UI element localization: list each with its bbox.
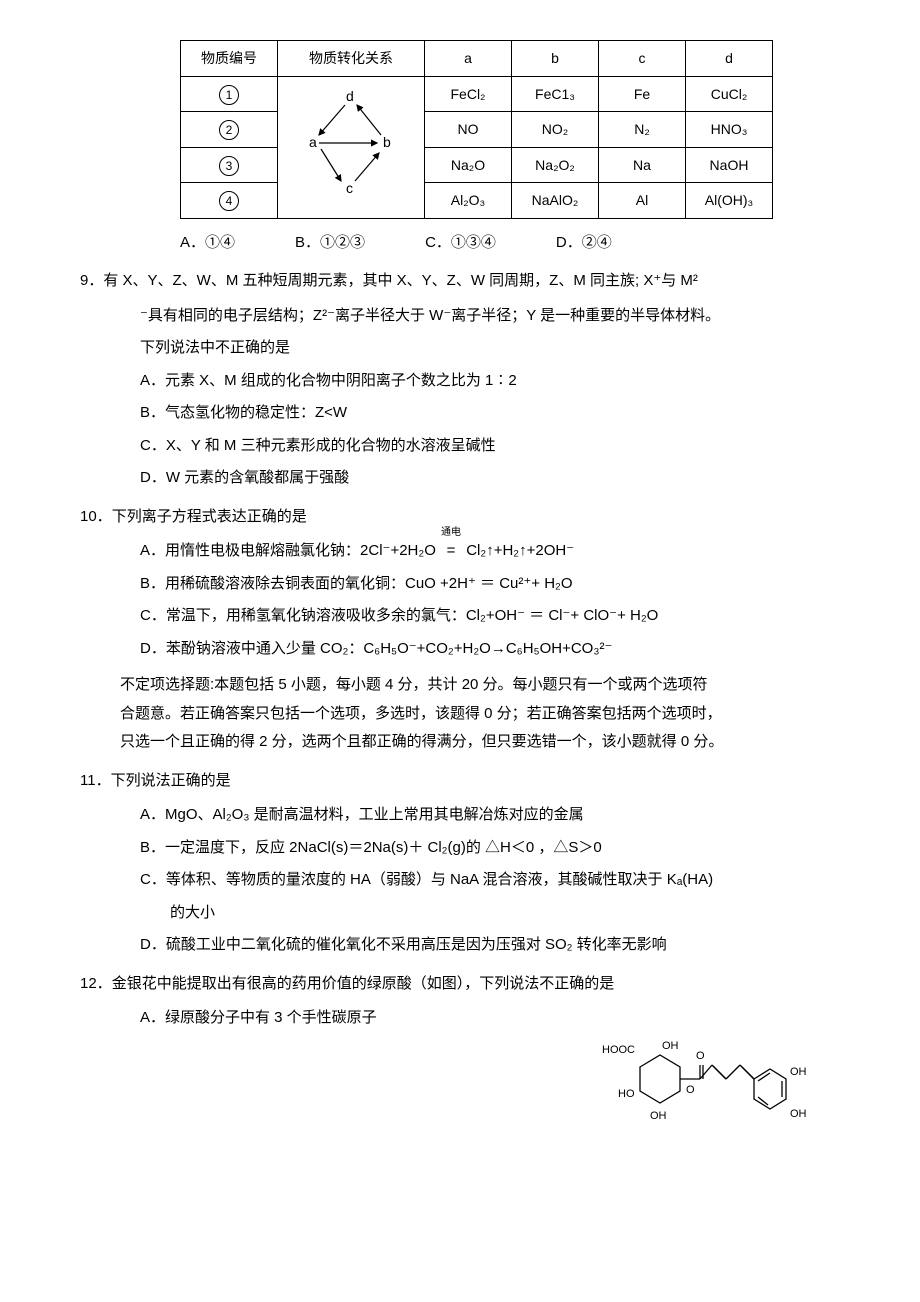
r3a: Na₂O — [425, 147, 512, 183]
node-b: b — [383, 134, 391, 150]
q9: 9．有 X、Y、Z、W、M 五种短周期元素，其中 X、Y、Z、W 同周期，Z、M… — [80, 267, 840, 296]
q11-num: 11． — [80, 767, 111, 796]
q11-stem: 下列说法正确的是 — [111, 772, 231, 789]
th-a: a — [425, 41, 512, 77]
th-id: 物质编号 — [181, 41, 278, 77]
r4d: Al(OH)₃ — [686, 183, 773, 219]
r4c: Al — [599, 183, 686, 219]
section-instructions: 不定项选择题:本题包括 5 小题，每小题 4 分，共计 20 分。每小题只有一个… — [120, 671, 840, 757]
lbl-oh1: OH — [662, 1040, 679, 1052]
row2-id: 2 — [181, 112, 278, 148]
r4b: NaAlO₂ — [512, 183, 599, 219]
q9-num: 9． — [80, 267, 103, 296]
lbl-o1: O — [686, 1084, 695, 1096]
instr-l3: 只选一个且正确的得 2 分，选两个且都正确的得满分，但只要选错一个，该小题就得 … — [120, 728, 840, 757]
r3b: Na₂O₂ — [512, 147, 599, 183]
th-c: c — [599, 41, 686, 77]
q12-num: 12． — [80, 970, 112, 999]
th-d: d — [686, 41, 773, 77]
q9-stem: 有 X、Y、Z、W、M 五种短周期元素，其中 X、Y、Z、W 同周期，Z、M 同… — [103, 272, 698, 289]
r2b: NO₂ — [512, 112, 599, 148]
lbl-oh4: OH — [790, 1108, 807, 1120]
r2d: HNO₃ — [686, 112, 773, 148]
th-b: b — [512, 41, 599, 77]
q10-c: C．常温下，用稀氢氧化钠溶液吸收多余的氯气：Cl₂+OH⁻ ＝ Cl⁻+ ClO… — [140, 602, 840, 631]
q10-stem: 下列离子方程式表达正确的是 — [112, 508, 307, 525]
r3c: Na — [599, 147, 686, 183]
node-d: d — [346, 88, 354, 104]
q9-stem3: 下列说法中不正确的是 — [140, 334, 840, 363]
q9-a: A．元素 X、M 组成的化合物中阴阳离子个数之比为 1∶2 — [140, 367, 840, 396]
q11-c2: 的大小 — [170, 899, 840, 928]
r1c: Fe — [599, 76, 686, 112]
q11-c: C．等体积、等物质的量浓度的 HA（弱酸）与 NaA 混合溶液，其酸碱性取决于 … — [140, 866, 840, 895]
q10-a: A．用惰性电极电解熔融氯化钠：2Cl⁻+2H₂O 通电= Cl₂↑+H₂↑+2O… — [140, 537, 840, 566]
q9-c: C．X、Y 和 M 三种元素形成的化合物的水溶液呈碱性 — [140, 432, 840, 461]
q12: 12．金银花中能提取出有很高的药用价值的绿原酸（如图），下列说法不正确的是 — [80, 970, 840, 999]
instr-l1: 不定项选择题:本题包括 5 小题，每小题 4 分，共计 20 分。每小题只有一个… — [120, 671, 840, 700]
r4a: Al₂O₃ — [425, 183, 512, 219]
q9-d: D．W 元素的含氧酸都属于强酸 — [140, 464, 840, 493]
q11-d: D．硫酸工业中二氧化硫的催化氧化不采用高压是因为压强对 SO₂ 转化率无影响 — [140, 931, 840, 960]
th-relation: 物质转化关系 — [278, 41, 425, 77]
r2c: N₂ — [599, 112, 686, 148]
q10-d: D．苯酚钠溶液中通入少量 CO₂：C₆H₅O⁻+CO₂+H₂O→C₆H₅OH+C… — [140, 635, 840, 664]
q10-num: 10． — [80, 503, 112, 532]
r3d: NaOH — [686, 147, 773, 183]
r1b: FeC1₃ — [512, 76, 599, 112]
q12-stem: 金银花中能提取出有很高的药用价值的绿原酸（如图），下列说法不正确的是 — [112, 975, 615, 992]
table-choices: A．①④ B．①②③ C．①③④ D．②④ — [180, 229, 840, 258]
row1-id: 1 — [181, 76, 278, 112]
lbl-ho1: HO — [618, 1088, 635, 1100]
choice-d: D．②④ — [556, 229, 612, 258]
instr-l2: 合题意。若正确答案只包括一个选项，多选时，该题得 0 分；若正确答案包括两个选项… — [120, 700, 840, 729]
row3-id: 3 — [181, 147, 278, 183]
node-c: c — [346, 180, 353, 196]
node-a: a — [309, 134, 317, 150]
relation-diagram: a b c d — [278, 76, 425, 218]
r1d: CuCl₂ — [686, 76, 773, 112]
choice-b: B．①②③ — [295, 229, 365, 258]
chlorogenic-acid-structure: HOOC OH HO OH O O OH OH — [600, 1027, 820, 1148]
lbl-oh2: OH — [650, 1110, 667, 1122]
r2a: NO — [425, 112, 512, 148]
q11-b: B．一定温度下，反应 2NaCl(s)＝2Na(s)＋ Cl₂(g)的 △H＜0… — [140, 834, 840, 863]
q10-b: B．用稀硫酸溶液除去铜表面的氧化铜：CuO +2H⁺ ＝ Cu²⁺+ H₂O — [140, 570, 840, 599]
choice-a: A．①④ — [180, 229, 235, 258]
choice-c: C．①③④ — [425, 229, 496, 258]
r1a: FeCl₂ — [425, 76, 512, 112]
substance-table: 物质编号 物质转化关系 a b c d 1 a b c d — [180, 40, 773, 219]
lbl-oh3: OH — [790, 1066, 807, 1078]
q11: 11．下列说法正确的是 — [80, 767, 840, 796]
q11-a: A．MgO、Al₂O₃ 是耐高温材料，工业上常用其电解冶炼对应的金属 — [140, 801, 840, 830]
q9-stem2: ⁻具有相同的电子层结构；Z²⁻离子半径大于 W⁻离子半径；Y 是一种重要的半导体… — [140, 302, 840, 331]
lbl-hooc: HOOC — [602, 1044, 635, 1056]
row4-id: 4 — [181, 183, 278, 219]
q9-b: B．气态氢化物的稳定性：Z<W — [140, 399, 840, 428]
lbl-o2: O — [696, 1050, 705, 1062]
